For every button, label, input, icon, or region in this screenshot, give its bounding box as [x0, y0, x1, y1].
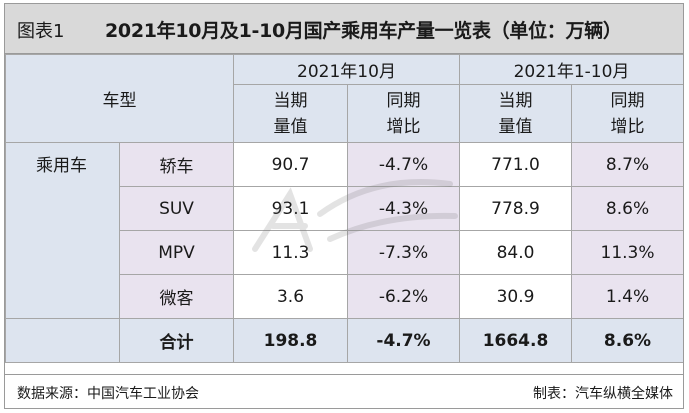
row-type: MPV — [119, 230, 234, 275]
period-header-ytd: 2021年1-10月 — [458, 54, 683, 85]
title-bar: 图表1 2021年10月及1-10月国产乘用车产量一览表（单位：万辆） — [5, 4, 683, 54]
subheader-oct-yoy: 同期 增比 — [347, 84, 460, 143]
oct-value: 93.1 — [233, 186, 348, 231]
category-cell: 乘用车 — [5, 142, 120, 319]
total-blank — [5, 318, 120, 363]
table-row: MPV 11.3 -7.3% 84.0 11.3% — [6, 230, 683, 275]
ytd-value: 771.0 — [459, 142, 572, 187]
made-by: 制表：汽车纵横全媒体 — [533, 386, 673, 402]
subheader-ytd-yoy: 同期 增比 — [570, 84, 683, 143]
production-table: 车型 2021年10月 2021年1-10月 当期 量值 同期 增比 当期 量值 同期… — [5, 54, 683, 363]
subheader-ytd-value: 当期 量值 — [459, 84, 572, 143]
period-header-oct: 2021年10月 — [233, 54, 460, 85]
ytd-yoy: 1.4% — [570, 274, 683, 319]
data-source: 数据来源：中国汽车工业协会 — [17, 386, 199, 402]
total-ytd-yoy: 8.6% — [570, 318, 683, 363]
row-type: 轿车 — [119, 142, 234, 187]
ytd-yoy: 8.7% — [570, 142, 683, 187]
report-frame: 图表1 2021年10月及1-10月国产乘用车产量一览表（单位：万辆） 车型 2… — [4, 3, 684, 409]
oct-yoy: -4.7% — [347, 142, 460, 187]
ytd-value: 778.9 — [459, 186, 572, 231]
table-row: 乘用车 轿车 90.7 -4.7% 771.0 8.7% — [5, 142, 683, 319]
total-ytd-value: 1664.8 — [459, 318, 572, 363]
ytd-yoy: 8.6% — [570, 186, 683, 231]
table-row: 微客 3.6 -6.2% 30.9 1.4% — [6, 274, 683, 319]
ytd-value: 84.0 — [459, 230, 572, 275]
oct-value: 90.7 — [233, 142, 348, 187]
total-label: 合计 — [119, 318, 234, 363]
table-title: 2021年10月及1-10月国产乘用车产量一览表（单位：万辆） — [105, 20, 622, 42]
row-type: 微客 — [119, 274, 234, 319]
row-type: SUV — [119, 186, 234, 231]
oct-yoy: -6.2% — [347, 274, 460, 319]
figure-label: 图表1 — [17, 21, 65, 42]
oct-yoy: -4.3% — [347, 186, 460, 231]
total-row: 合计 198.8 -4.7% 1664.8 8.6% — [5, 318, 683, 363]
oct-yoy: -7.3% — [347, 230, 460, 275]
footer: 数据来源：中国汽车工业协会 制表：汽车纵横全媒体 — [5, 374, 683, 408]
model-header: 车型 — [5, 54, 234, 143]
oct-value: 11.3 — [233, 230, 348, 275]
ytd-value: 30.9 — [459, 274, 572, 319]
total-oct-value: 198.8 — [233, 318, 348, 363]
oct-value: 3.6 — [233, 274, 348, 319]
subheader-oct-value: 当期 量值 — [233, 84, 348, 143]
table-row: SUV 93.1 -4.3% 778.9 8.6% — [6, 186, 683, 231]
total-oct-yoy: -4.7% — [347, 318, 460, 363]
ytd-yoy: 11.3% — [570, 230, 683, 275]
